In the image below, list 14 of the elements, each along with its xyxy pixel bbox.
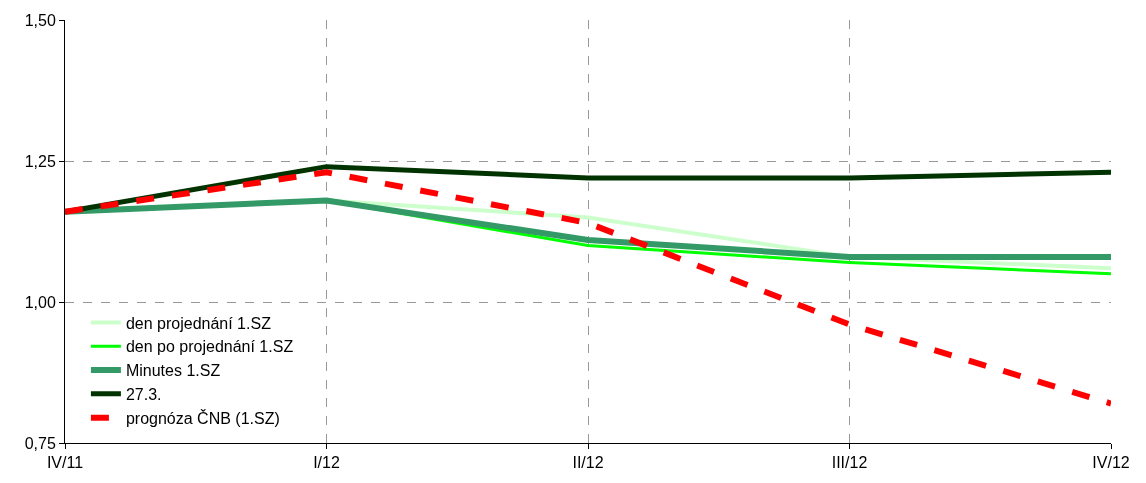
x-tick-label: IV/12	[1092, 454, 1130, 472]
legend-label: prognóza ČNB (1.SZ)	[125, 408, 280, 427]
x-tick-label: I/12	[313, 454, 340, 472]
legend-label: den po projednání 1.SZ	[125, 338, 294, 356]
y-tick-label: 0,75	[24, 434, 56, 452]
y-tick-label: 1,00	[24, 293, 56, 311]
x-tick-label: II/12	[572, 454, 604, 472]
x-tick-label: III/12	[831, 454, 868, 472]
legend-label: Minutes 1.SZ	[125, 362, 221, 380]
y-tick-label: 1,25	[24, 152, 56, 170]
legend-label: den projednání 1.SZ	[125, 314, 272, 332]
y-tick-label: 1,50	[24, 11, 56, 29]
legend-label: 27.3.	[125, 386, 162, 404]
x-tick-label: IV/11	[46, 454, 84, 472]
